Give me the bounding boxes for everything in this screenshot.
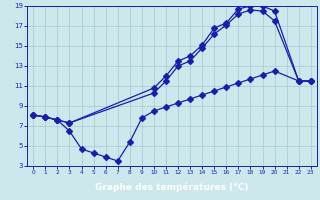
Text: Graphe des températures (°C): Graphe des températures (°C) — [95, 183, 249, 192]
